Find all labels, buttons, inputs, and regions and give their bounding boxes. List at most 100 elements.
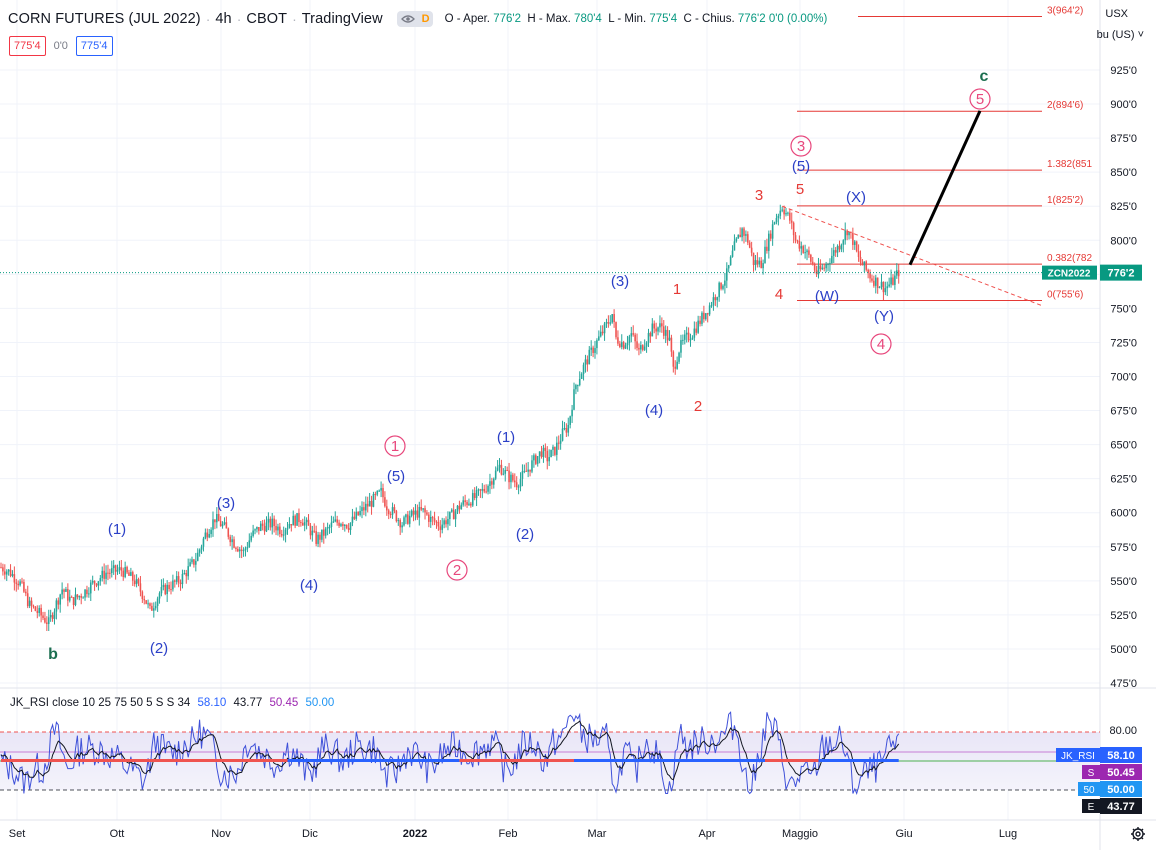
visibility-pill[interactable]: D	[396, 11, 433, 27]
indicator-tag-name-label: E	[1088, 802, 1095, 813]
candle-body	[540, 451, 543, 457]
candle-body	[611, 314, 613, 323]
low-label: L - Min.	[608, 13, 647, 25]
candle-body	[831, 255, 833, 264]
candle-body	[752, 252, 755, 265]
candle-body	[473, 493, 476, 499]
candle-body	[145, 600, 147, 604]
mode-indicator[interactable]: D	[421, 13, 430, 25]
candle-body	[521, 471, 524, 479]
wave-label[interactable]: (X)	[846, 189, 866, 206]
wave-label[interactable]: b	[48, 646, 58, 663]
candle-body	[561, 428, 564, 441]
candle-body	[61, 589, 63, 595]
candle-body	[160, 586, 163, 594]
candle-body	[823, 267, 826, 269]
candle-body	[374, 493, 377, 495]
open-value: 776'2	[493, 13, 521, 25]
time-tick-label: Feb	[499, 828, 518, 840]
wave-label[interactable]: (5)	[792, 158, 810, 175]
wave-label[interactable]: (1)	[108, 521, 126, 538]
sell-button[interactable]: 775'4	[9, 36, 46, 56]
candle-body	[890, 277, 892, 285]
candle-body	[502, 473, 505, 475]
candle-body	[836, 245, 839, 253]
candle-body	[172, 580, 174, 590]
candle-body	[758, 260, 761, 265]
candle-body	[552, 446, 554, 450]
candle-body	[219, 521, 222, 527]
wave-label[interactable]: (3)	[217, 495, 235, 512]
candle-body	[590, 347, 592, 350]
candle-body	[89, 582, 92, 594]
wave-label[interactable]: (4)	[300, 577, 318, 594]
candle-body	[183, 573, 186, 575]
candle-body	[229, 536, 231, 543]
wave-label[interactable]: 4	[775, 286, 783, 303]
wave-label[interactable]: 4	[877, 336, 885, 353]
wave-label[interactable]: (Y)	[874, 308, 894, 325]
unit-selector[interactable]: bu (US) ˅	[1097, 29, 1144, 41]
candle-body	[884, 288, 887, 293]
candle-body	[40, 607, 42, 616]
candle-body	[792, 222, 795, 236]
candle-body	[777, 215, 780, 218]
candle-body	[370, 501, 373, 507]
candle-body	[567, 424, 570, 433]
candle-body	[806, 250, 808, 253]
candle-body	[380, 488, 382, 491]
wave-label[interactable]: 3	[797, 138, 805, 155]
eye-icon[interactable]	[400, 11, 416, 27]
candle-body	[208, 534, 210, 538]
price-tick-label: 700'0	[1110, 372, 1137, 384]
candle-body	[668, 337, 671, 341]
currency-code[interactable]: USX	[1105, 8, 1128, 20]
candle-body	[271, 518, 274, 528]
candle-body	[109, 572, 111, 574]
candle-body	[196, 552, 199, 561]
candle-body	[112, 565, 115, 569]
symbol-title[interactable]: CORN FUTURES (JUL 2022)	[8, 11, 201, 27]
candle-body	[517, 486, 520, 488]
wave-label[interactable]: (5)	[387, 468, 405, 485]
candle-body	[46, 622, 48, 624]
wave-label[interactable]: 5	[796, 181, 804, 198]
candle-body	[38, 607, 40, 613]
candle-body	[886, 286, 889, 289]
wave-label[interactable]: (2)	[516, 526, 534, 543]
wave-label[interactable]: (W)	[815, 288, 839, 305]
wave-label[interactable]: c	[980, 68, 989, 85]
time-tick-label: Nov	[211, 828, 231, 840]
candle-body	[227, 528, 230, 537]
candle-body	[638, 347, 640, 350]
projection-line[interactable]	[908, 110, 982, 266]
chart-header: CORN FUTURES (JUL 2022) · 4h · CBOT · Tr…	[8, 9, 827, 29]
wave-label[interactable]: 5	[976, 91, 984, 108]
candle-body	[399, 520, 401, 528]
candle-body	[846, 230, 848, 236]
rsi-line	[0, 711, 900, 796]
candle-body	[554, 446, 556, 455]
candle-body	[212, 519, 214, 530]
wave-label[interactable]: (3)	[611, 273, 629, 290]
trendline[interactable]	[782, 205, 1043, 307]
candle-body	[605, 322, 608, 324]
candle-body	[760, 260, 762, 269]
candle-body	[768, 233, 770, 251]
wave-label[interactable]: 2	[453, 562, 461, 579]
wave-label[interactable]: 1	[391, 438, 399, 455]
candle-body	[559, 440, 562, 444]
interval-label[interactable]: 4h	[215, 11, 232, 27]
gear-icon[interactable]	[1130, 826, 1146, 842]
candle-body	[460, 504, 463, 510]
wave-label[interactable]: 2	[694, 398, 702, 415]
wave-label[interactable]: 1	[673, 281, 681, 298]
wave-label[interactable]: (1)	[497, 429, 515, 446]
rsi-legend[interactable]: JK_RSI close 10 25 75 50 5 S S 34 58.10 …	[10, 697, 338, 709]
wave-label[interactable]: (2)	[150, 640, 168, 657]
wave-label[interactable]: (4)	[645, 402, 663, 419]
wave-label[interactable]: 3	[755, 187, 763, 204]
buy-button[interactable]: 775'4	[75, 36, 113, 56]
candle-body	[834, 250, 837, 253]
